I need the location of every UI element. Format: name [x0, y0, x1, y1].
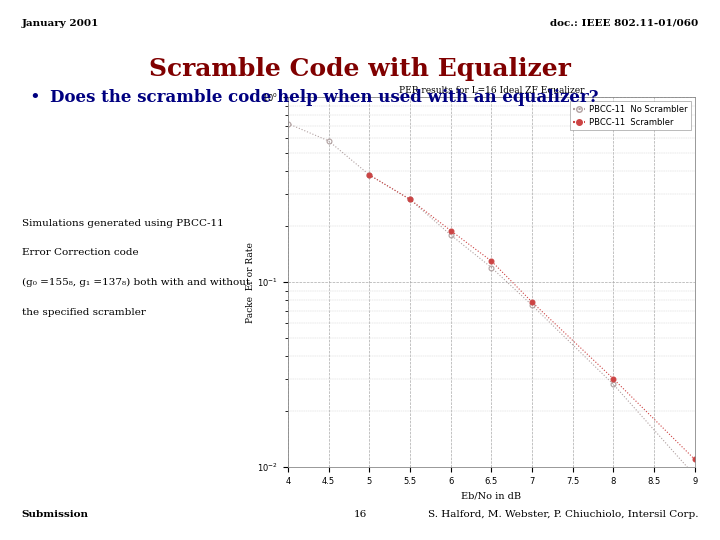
- Text: •: •: [29, 89, 40, 107]
- Text: the specified scrambler: the specified scrambler: [22, 308, 145, 317]
- Legend: PBCC-11  No Scrambler, PBCC-11  Scrambler: PBCC-11 No Scrambler, PBCC-11 Scrambler: [570, 102, 690, 130]
- Y-axis label: Packe  Er or Rate: Packe Er or Rate: [246, 242, 255, 322]
- Text: Error Correction code: Error Correction code: [22, 248, 138, 258]
- Text: (g₀ =155₈, g₁ =137₈) both with and without: (g₀ =155₈, g₁ =137₈) both with and witho…: [22, 278, 250, 287]
- Title: PER results for L=16 Ideal ZF Equalizer: PER results for L=16 Ideal ZF Equalizer: [399, 86, 584, 95]
- Text: January 2001: January 2001: [22, 19, 99, 28]
- Text: Submission: Submission: [22, 510, 89, 519]
- Text: S. Halford, M. Webster, P. Chiuchiolo, Intersil Corp.: S. Halford, M. Webster, P. Chiuchiolo, I…: [428, 510, 698, 519]
- Text: Does the scramble code help when used with an equalizer?: Does the scramble code help when used wi…: [50, 89, 599, 105]
- Text: Scramble Code with Equalizer: Scramble Code with Equalizer: [149, 57, 571, 80]
- Text: 16: 16: [354, 510, 366, 519]
- X-axis label: Eb/No in dB: Eb/No in dB: [462, 491, 521, 501]
- Text: Simulations generated using PBCC-11: Simulations generated using PBCC-11: [22, 219, 223, 228]
- Text: doc.: IEEE 802.11-01/060: doc.: IEEE 802.11-01/060: [550, 19, 698, 28]
